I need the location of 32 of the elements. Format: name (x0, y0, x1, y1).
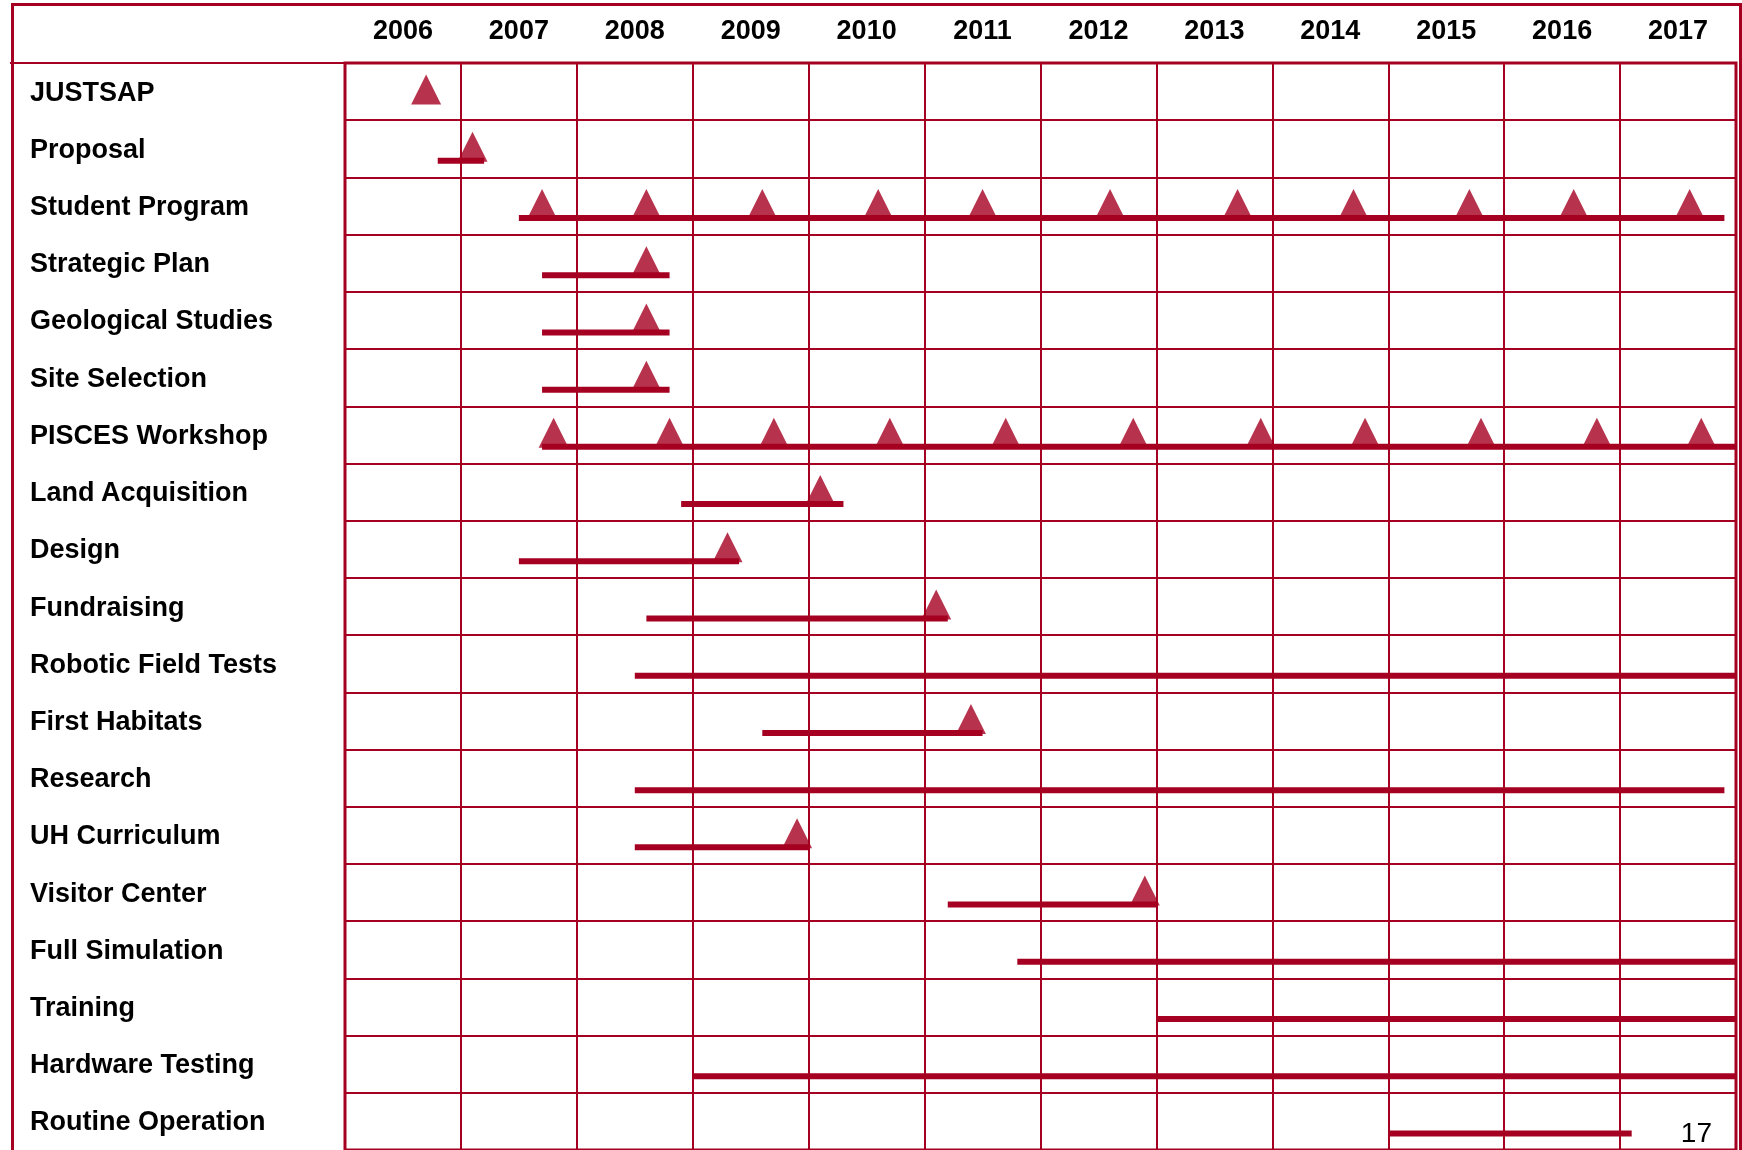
y-tick-label: Research (30, 763, 152, 794)
y-tick-label: Land Acquisition (30, 477, 248, 508)
y-tick-label: Training (30, 991, 136, 1022)
y-tick-label: First Habitats (30, 705, 203, 736)
y-tick-label: Strategic Plan (30, 248, 211, 279)
y-tick-label: PISCES Workshop (30, 419, 269, 450)
y-tick-label: Visitor Center (30, 877, 208, 908)
y-tick-label: Geological Studies (30, 305, 274, 336)
x-tick-label: 2017 (1648, 14, 1709, 45)
y-tick-label: Routine Operation (30, 1106, 266, 1137)
y-tick-label: Full Simulation (30, 934, 224, 965)
x-tick-label: 2007 (488, 14, 549, 45)
y-tick-label: JUSTSAP (30, 76, 155, 107)
x-tick-label: 2012 (1068, 14, 1129, 45)
y-tick-label: Student Program (30, 191, 250, 222)
x-tick-label: 2008 (604, 14, 665, 45)
y-tick-label: Proposal (30, 133, 146, 164)
y-tick-label: Site Selection (30, 362, 208, 393)
x-tick-label: 2014 (1300, 14, 1361, 45)
x-tick-label: 2013 (1184, 14, 1245, 45)
x-tick-label: 2006 (372, 14, 433, 45)
x-tick-label: 2016 (1532, 14, 1593, 45)
x-tick-label: 2009 (720, 14, 781, 45)
y-tick-label: Robotic Field Tests (30, 648, 278, 679)
y-tick-label: Fundraising (30, 591, 185, 622)
x-tick-label: 2010 (836, 14, 897, 45)
y-tick-label: UH Curriculum (30, 820, 221, 851)
y-tick-label: Hardware Testing (30, 1049, 255, 1080)
y-tick-label: Design (30, 534, 121, 565)
x-tick-label: 2011 (953, 14, 1012, 45)
x-tick-label: 2015 (1416, 14, 1477, 45)
annotation: 17 (1680, 1116, 1713, 1148)
